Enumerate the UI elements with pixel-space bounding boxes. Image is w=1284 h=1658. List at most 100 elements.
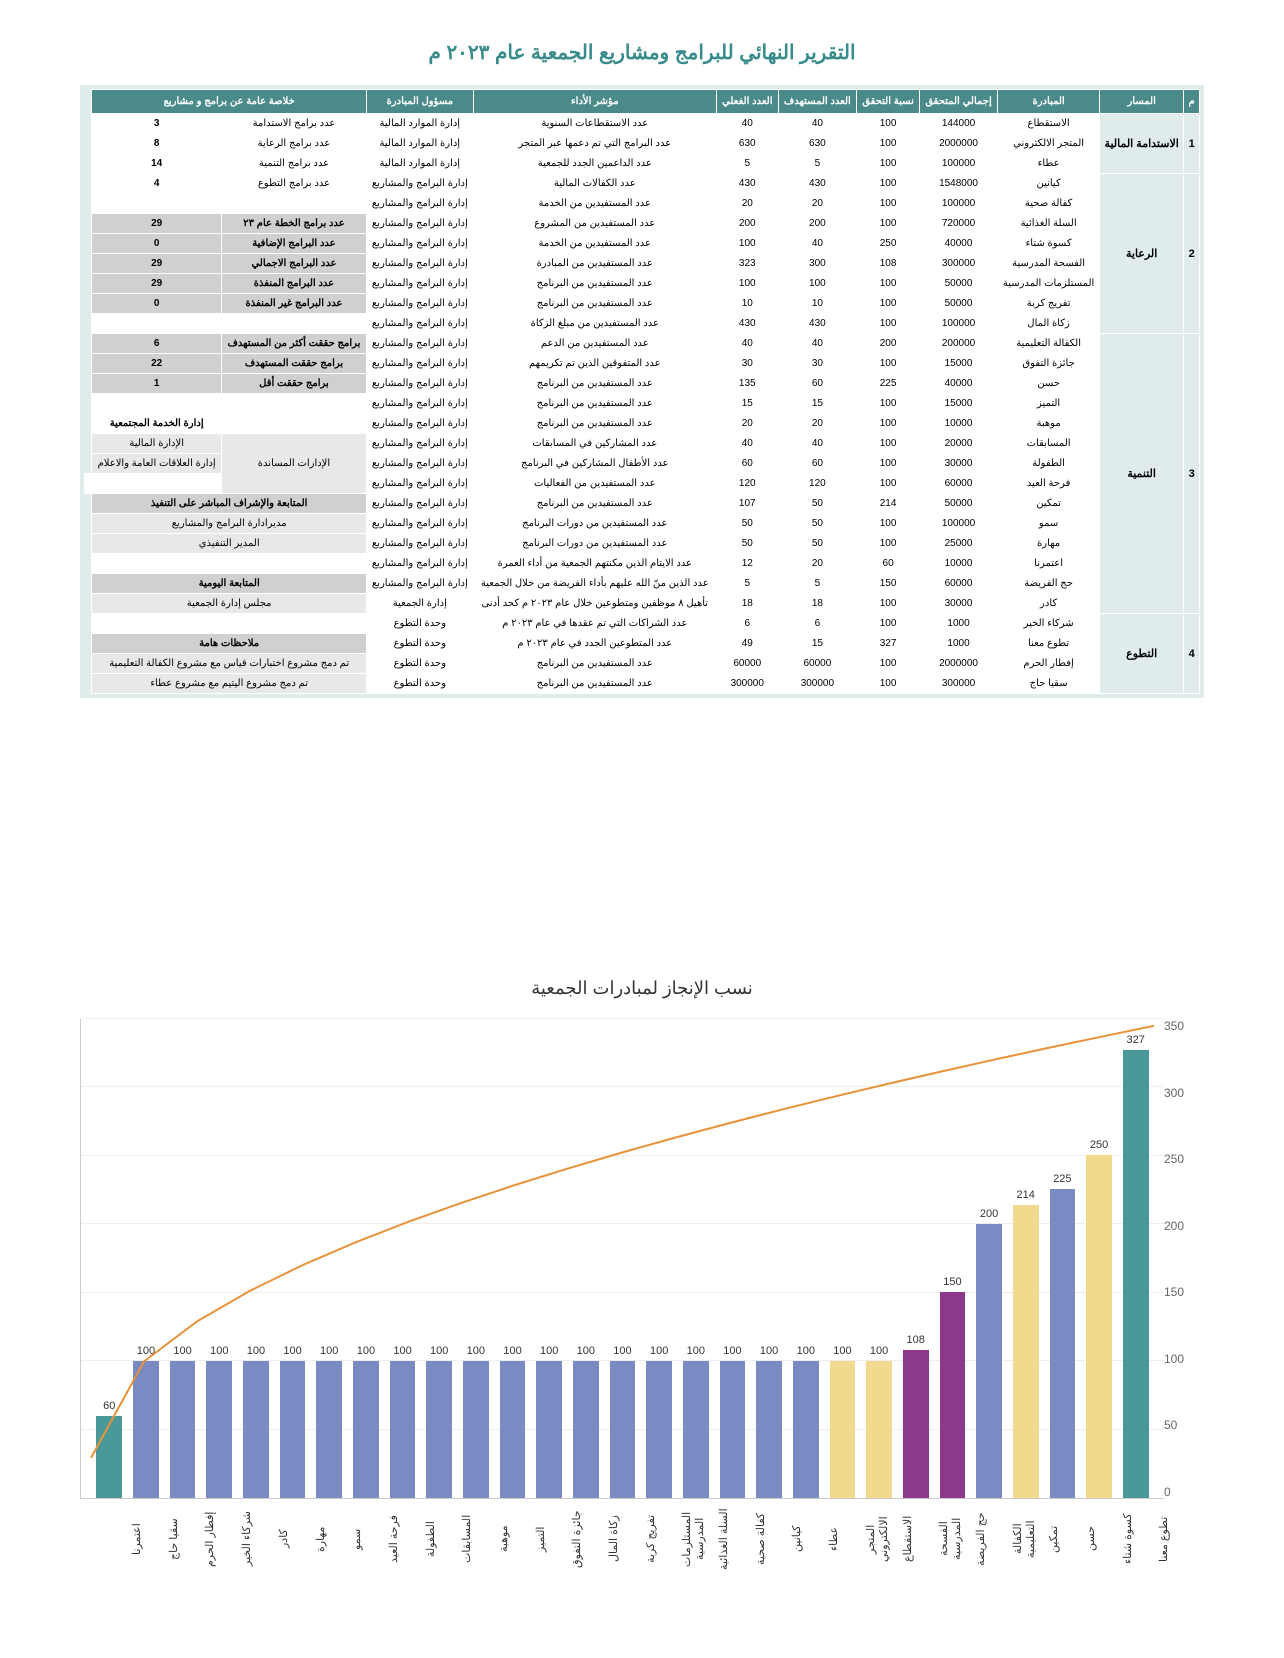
table-row: تطوع معنا10003271549عدد المتطوعين الجدد …	[85, 634, 1200, 654]
bar-column: 100	[824, 1361, 861, 1498]
bar-value: 100	[210, 1345, 228, 1357]
cell-resp: وحدة التطوع	[366, 634, 473, 654]
cell-kpi: عدد الأطفال المشاركين في البرنامج	[473, 454, 716, 474]
cell-actual: 5	[716, 574, 778, 594]
cell-target: 5	[778, 154, 857, 174]
cell-total: 10000	[919, 554, 997, 574]
summary-label: برامج حققت أقل	[221, 374, 366, 394]
summary-label: عدد البرامج الاجمالي	[221, 254, 366, 274]
bar-value: 100	[137, 1345, 155, 1357]
cell-resp: إدارة البرامج والمشاريع	[366, 174, 473, 194]
xlabel: كيانين	[790, 1504, 827, 1574]
track-name: التنمية	[1100, 334, 1184, 614]
column-header: العدد الفعلي	[716, 90, 778, 114]
cell-pct: 250	[857, 234, 920, 254]
summary-value: 22	[92, 354, 222, 374]
cell-resp: وحدة التطوع	[366, 614, 473, 634]
cell-actual: 430	[716, 314, 778, 334]
cell-resp: إدارة البرامج والمشاريع	[366, 554, 473, 574]
cell-total: 50000	[919, 494, 997, 514]
bar: 60	[96, 1416, 122, 1498]
column-header: المسار	[1100, 90, 1184, 114]
cell-actual: 100	[716, 234, 778, 254]
summary-label	[221, 394, 366, 414]
bar: 100	[426, 1361, 452, 1498]
cell-total: 100000	[919, 514, 997, 534]
cell-actual: 49	[716, 634, 778, 654]
bar-value: 100	[467, 1345, 485, 1357]
summary-label	[221, 314, 366, 334]
table-row: إفطار الحرم20000001006000060000عدد المست…	[85, 654, 1200, 674]
cell-total: 300000	[919, 254, 997, 274]
column-header: نسبة التحقق	[857, 90, 920, 114]
cell-target: 15	[778, 394, 857, 414]
cell-pct: 100	[857, 594, 920, 614]
cell-resp: إدارة البرامج والمشاريع	[366, 234, 473, 254]
cell-actual: 30	[716, 354, 778, 374]
bar-value: 100	[723, 1345, 741, 1357]
bar-value: 100	[357, 1345, 375, 1357]
xlabel: فرحة العيد	[387, 1504, 424, 1574]
bar-value: 100	[797, 1345, 815, 1357]
bar-value: 225	[1053, 1173, 1071, 1185]
summary-value: إدارة الخدمة المجتمعية	[92, 414, 222, 434]
cell-total: 50000	[919, 274, 997, 294]
cell-init: الاستقطاع	[998, 114, 1100, 134]
cell-init: كفالة صحية	[998, 194, 1100, 214]
cell-pct: 100	[857, 314, 920, 334]
cell-pct: 100	[857, 174, 920, 194]
table-row: سمو1000001005050عدد المستفيدين من دورات …	[85, 514, 1200, 534]
xlabel: مهارة	[314, 1504, 351, 1574]
cell-init: مهارة	[998, 534, 1100, 554]
table-row: حج الفريضة6000015055عدد الذين منّ الله ع…	[85, 574, 1200, 594]
xlabel: عطاء	[827, 1504, 864, 1574]
summary-label: عدد برامج التطوع	[221, 174, 366, 194]
track-num: 2	[1184, 174, 1200, 334]
cell-init: إفطار الحرم	[998, 654, 1100, 674]
xlabel: اعتمرنا	[130, 1504, 167, 1574]
cell-total: 30000	[919, 594, 997, 614]
cell-init: الطفولة	[998, 454, 1100, 474]
bar-column: 214	[1007, 1205, 1044, 1498]
summary-value	[92, 194, 222, 214]
bar-column: 100	[604, 1361, 641, 1498]
summary-label: عدد برامج الخطة عام ٢٣	[221, 214, 366, 234]
cell-total: 40000	[919, 234, 997, 254]
bar-value: 100	[283, 1345, 301, 1357]
bar-column: 100	[531, 1361, 568, 1498]
summary-merged: المتابعة والإشراف المباشر على التنفيذ	[92, 494, 367, 514]
bar-value: 100	[173, 1345, 191, 1357]
cell-pct: 60	[857, 554, 920, 574]
bar-value: 100	[540, 1345, 558, 1357]
cell-resp: إدارة البرامج والمشاريع	[366, 394, 473, 414]
cell-target: 430	[778, 174, 857, 194]
ytick: 100	[1164, 1352, 1204, 1366]
cell-total: 1000	[919, 634, 997, 654]
report-title: التقرير النهائي للبرامج ومشاريع الجمعية …	[80, 40, 1204, 65]
xlabel: تمكين	[1047, 1504, 1084, 1574]
cell-kpi: عدد المستفيدين من البرنامج	[473, 294, 716, 314]
table-row: كادر300001001818تأهيل ٨ موظفين ومتطوعين …	[85, 594, 1200, 614]
cell-pct: 100	[857, 214, 920, 234]
bar: 214	[1013, 1205, 1039, 1498]
table-row: 3التنميةالكفالة التعليمية2000002004040عد…	[85, 334, 1200, 354]
cell-resp: إدارة البرامج والمشاريع	[366, 474, 473, 494]
cell-pct: 100	[857, 114, 920, 134]
cell-kpi: عدد المشاركين في المسابقات	[473, 434, 716, 454]
cell-total: 200000	[919, 334, 997, 354]
table-row: موهبة100001002020عدد المستفيدين من البرن…	[85, 414, 1200, 434]
bar-value: 327	[1126, 1034, 1144, 1046]
cell-init: المسابقات	[998, 434, 1100, 454]
cell-kpi: عدد المستفيدين من البرنامج	[473, 674, 716, 694]
summary-value	[85, 474, 92, 494]
cell-init: كسوة شتاء	[998, 234, 1100, 254]
cell-init: اعتمرنا	[998, 554, 1100, 574]
cell-kpi: عدد المستفيدين من البرنامج	[473, 494, 716, 514]
cell-kpi: عدد المتفوقين الذين تم تكريمهم	[473, 354, 716, 374]
summary-value	[92, 314, 222, 334]
cell-target: 60	[778, 374, 857, 394]
cell-resp: إدارة البرامج والمشاريع	[366, 534, 473, 554]
cell-resp: إدارة البرامج والمشاريع	[366, 434, 473, 454]
summary-label	[221, 614, 366, 634]
bar-column: 100	[787, 1361, 824, 1498]
